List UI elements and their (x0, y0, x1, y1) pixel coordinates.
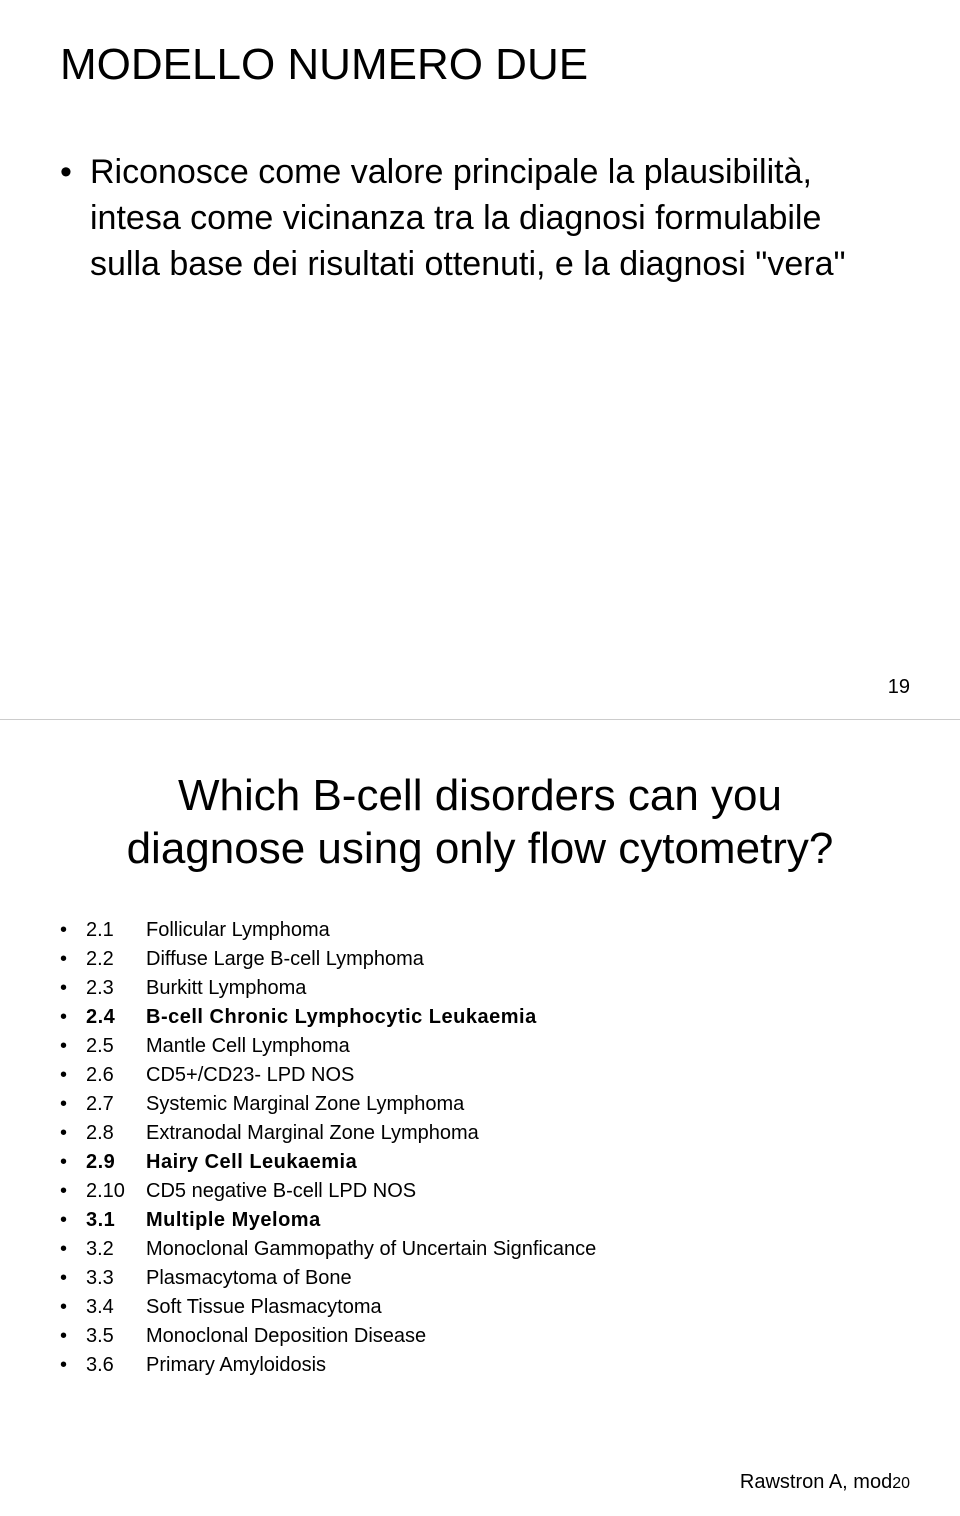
slide1-body: • Riconosce come valore principale la pl… (60, 150, 900, 288)
list-item-label: Plasmacytoma of Bone (146, 1264, 352, 1293)
slide2-title: Which B-cell disorders can you diagnose … (60, 770, 900, 876)
slide-2: Which B-cell disorders can you diagnose … (0, 720, 960, 1516)
list-item-label: Primary Amyloidosis (146, 1351, 326, 1380)
list-item-number: 3.2 (86, 1235, 146, 1264)
slide1-title: MODELLO NUMERO DUE (60, 40, 900, 90)
list-item-label: Monoclonal Deposition Disease (146, 1322, 426, 1351)
bullet-icon: • (60, 1177, 86, 1206)
list-item: •2.9Hairy Cell Leukaemia (60, 1148, 900, 1177)
bullet-icon: • (60, 916, 86, 945)
list-item: •2.2Diffuse Large B-cell Lymphoma (60, 945, 900, 974)
list-item: •2.5Mantle Cell Lymphoma (60, 1032, 900, 1061)
list-item-label: Follicular Lymphoma (146, 916, 330, 945)
list-item: •2.4B-cell Chronic Lymphocytic Leukaemia (60, 1003, 900, 1032)
list-item-label: Multiple Myeloma (146, 1206, 321, 1235)
list-item-label: Diffuse Large B-cell Lymphoma (146, 945, 424, 974)
slide1-body-text: Riconosce come valore principale la plau… (90, 150, 900, 288)
slide-1: MODELLO NUMERO DUE • Riconosce come valo… (0, 0, 960, 720)
bullet-icon: • (60, 1119, 86, 1148)
list-item: •3.1Multiple Myeloma (60, 1206, 900, 1235)
list-item-number: 2.4 (86, 1003, 146, 1032)
list-item-label: Systemic Marginal Zone Lymphoma (146, 1090, 464, 1119)
list-item-label: B-cell Chronic Lymphocytic Leukaemia (146, 1003, 537, 1032)
list-item-number: 2.10 (86, 1177, 146, 1206)
list-item-label: Mantle Cell Lymphoma (146, 1032, 350, 1061)
bullet-icon: • (60, 1264, 86, 1293)
list-item-number: 2.9 (86, 1148, 146, 1177)
list-item: •2.10CD5 negative B-cell LPD NOS (60, 1177, 900, 1206)
list-item: •3.3Plasmacytoma of Bone (60, 1264, 900, 1293)
list-item-number: 2.8 (86, 1119, 146, 1148)
bullet-icon: • (60, 1148, 86, 1177)
list-item: •2.6CD5+/CD23- LPD NOS (60, 1061, 900, 1090)
list-item: •2.8Extranodal Marginal Zone Lymphoma (60, 1119, 900, 1148)
bullet-icon: • (60, 1032, 86, 1061)
list-item-number: 2.1 (86, 916, 146, 945)
bullet-icon: • (60, 1351, 86, 1380)
list-item-label: Burkitt Lymphoma (146, 974, 306, 1003)
list-item: •2.7Systemic Marginal Zone Lymphoma (60, 1090, 900, 1119)
list-item: •3.2Monoclonal Gammopathy of Uncertain S… (60, 1235, 900, 1264)
bullet-icon: • (60, 945, 86, 974)
slide1-pagenum: 19 (888, 676, 910, 699)
list-item-number: 2.3 (86, 974, 146, 1003)
list-item-number: 3.1 (86, 1206, 146, 1235)
slide2-title-line2: diagnose using only flow cytometry? (127, 824, 834, 873)
list-item-number: 2.6 (86, 1061, 146, 1090)
list-item: •3.6Primary Amyloidosis (60, 1351, 900, 1380)
list-item-label: CD5 negative B-cell LPD NOS (146, 1177, 416, 1206)
list-item-label: Hairy Cell Leukaemia (146, 1148, 357, 1177)
bullet-icon: • (60, 1003, 86, 1032)
bullet-icon: • (60, 150, 90, 288)
list-item: •3.5Monoclonal Deposition Disease (60, 1322, 900, 1351)
bullet-icon: • (60, 1235, 86, 1264)
slide2-attribution: Rawstron A, mod20 (740, 1471, 910, 1494)
list-item-number: 3.5 (86, 1322, 146, 1351)
list-item-number: 3.4 (86, 1293, 146, 1322)
list-item-label: Monoclonal Gammopathy of Uncertain Signf… (146, 1235, 596, 1264)
list-item-label: CD5+/CD23- LPD NOS (146, 1061, 354, 1090)
slide2-title-line1: Which B-cell disorders can you (178, 771, 782, 820)
list-item-label: Soft Tissue Plasmacytoma (146, 1293, 382, 1322)
list-item-number: 3.3 (86, 1264, 146, 1293)
list-item-number: 2.5 (86, 1032, 146, 1061)
list-item-label: Extranodal Marginal Zone Lymphoma (146, 1119, 479, 1148)
list-item: •2.1Follicular Lymphoma (60, 916, 900, 945)
bullet-icon: • (60, 1061, 86, 1090)
bullet-icon: • (60, 1206, 86, 1235)
bullet-icon: • (60, 1322, 86, 1351)
bullet-icon: • (60, 1090, 86, 1119)
list-item: •2.3Burkitt Lymphoma (60, 974, 900, 1003)
list-item-number: 2.2 (86, 945, 146, 974)
list-item-number: 2.7 (86, 1090, 146, 1119)
bullet-icon: • (60, 974, 86, 1003)
bullet-icon: • (60, 1293, 86, 1322)
list-item-number: 3.6 (86, 1351, 146, 1380)
list-item: •3.4Soft Tissue Plasmacytoma (60, 1293, 900, 1322)
slide2-list: •2.1Follicular Lymphoma•2.2Diffuse Large… (60, 916, 900, 1380)
